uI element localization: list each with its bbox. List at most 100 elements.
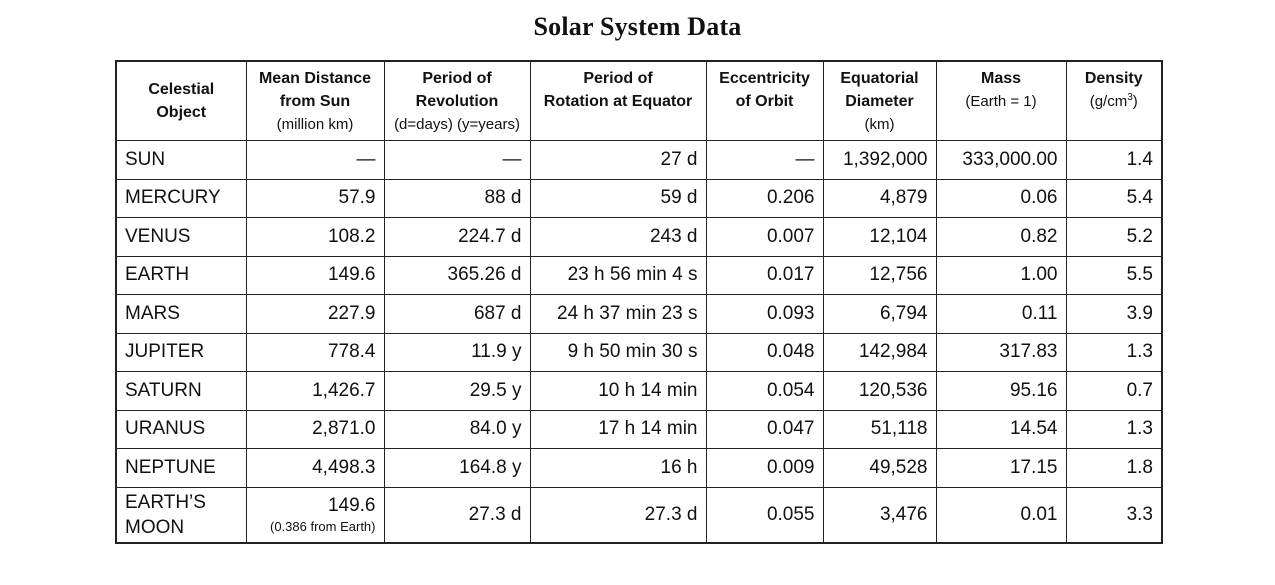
- cell-mass: 317.83: [935, 332, 1067, 372]
- cell-period-of-revolution: 687 d: [383, 294, 531, 334]
- cell-eccentricity: 0.047: [705, 409, 824, 449]
- cell-equatorial-diameter: 1,392,000: [822, 140, 937, 180]
- header-period-of-rotation: Period of Rotation at Equator: [529, 60, 707, 141]
- header-density: Density (g/cm3): [1065, 60, 1163, 141]
- cell-mean-distance: 227.9: [245, 294, 385, 334]
- cell-equatorial-diameter: 6,794: [822, 294, 937, 334]
- header-eccentricity: Eccentricity of Orbit: [705, 60, 824, 141]
- cell-density: 0.7: [1065, 371, 1163, 411]
- page-title: Solar System Data: [533, 12, 742, 41]
- cell-eccentricity: 0.206: [705, 178, 824, 218]
- cell-density: 3.9: [1065, 294, 1163, 334]
- cell-density: 5.4: [1065, 178, 1163, 218]
- cell-mass: 1.00: [935, 255, 1067, 295]
- cell-mean-distance: 778.4: [245, 332, 385, 372]
- table-row-earth: EARTH 149.6 365.26 d 23 h 56 min 4 s 0.017 12…: [115, 255, 1163, 295]
- cell-celestial-object: SUN: [115, 140, 247, 180]
- header-row: Celestial Object Mean Distance from Sun …: [115, 60, 1163, 141]
- cell-density: 5.2: [1065, 217, 1163, 257]
- table-row-uranus: URANUS 2,871.0 84.0 y 17 h 14 min 0.047 51,11…: [115, 409, 1163, 449]
- cell-eccentricity: 0.017: [705, 255, 824, 295]
- cell-period-of-rotation: 27 d: [529, 140, 707, 180]
- cell-celestial-object: URANUS: [115, 409, 247, 449]
- cell-equatorial-diameter: 3,476: [822, 486, 937, 543]
- cell-mean-distance: 1,426.7: [245, 371, 385, 411]
- cell-mass: 0.82: [935, 217, 1067, 257]
- cell-mass: 14.54: [935, 409, 1067, 449]
- cell-density: 5.5: [1065, 255, 1163, 295]
- cell-mean-distance: 108.2: [245, 217, 385, 257]
- cell-period-of-rotation: 59 d: [529, 178, 707, 218]
- table-row-venus: VENUS 108.2 224.7 d 243 d 0.007 12,104 0.82 5.2: [115, 217, 1163, 257]
- cell-period-of-rotation: 9 h 50 min 30 s: [529, 332, 707, 372]
- cell-mass: 0.06: [935, 178, 1067, 218]
- cell-celestial-object: JUPITER: [115, 332, 247, 372]
- cell-mass: 17.15: [935, 448, 1067, 488]
- table-row-earths-moon: EARTH’S MOON 149.6 (0.386 from Earth) 27…: [115, 486, 1163, 543]
- cell-period-of-rotation: 243 d: [529, 217, 707, 257]
- header-mean-distance: Mean Distance from Sun (million km): [245, 60, 385, 141]
- cell-celestial-object: EARTH: [115, 255, 247, 295]
- header-period-of-revolution: Period of Revolution (d=days) (y=years): [383, 60, 531, 141]
- cell-celestial-object: MERCURY: [115, 178, 247, 218]
- header-equatorial-diameter: Equatorial Diameter (km): [822, 60, 937, 141]
- cell-eccentricity: —: [705, 140, 824, 180]
- cell-equatorial-diameter: 12,756: [822, 255, 937, 295]
- cell-period-of-rotation: 24 h 37 min 23 s: [529, 294, 707, 334]
- table-row-sun: SUN — —27 d —1,392,000 333,000.00 1.4: [115, 140, 1163, 180]
- cell-eccentricity: 0.055: [705, 486, 824, 543]
- table-row-mercury: MERCURY 57.9 88 d 59 d 0.206 4,879 0.06 5.4: [115, 178, 1163, 218]
- cell-period-of-revolution: 88 d: [383, 178, 531, 218]
- cell-period-of-rotation: 16 h: [529, 448, 707, 488]
- table-row-neptune: NEPTUNE 4,498.3 164.8 y 16 h 0.009 49,528 17.1…: [115, 448, 1163, 488]
- cell-mass: 0.11: [935, 294, 1067, 334]
- cell-density: 1.3: [1065, 332, 1163, 372]
- cell-eccentricity: 0.007: [705, 217, 824, 257]
- cell-density: 3.3: [1065, 486, 1163, 543]
- cell-period-of-rotation: 10 h 14 min: [529, 371, 707, 411]
- cell-celestial-object: EARTH’S MOON: [115, 486, 247, 543]
- cell-equatorial-diameter: 142,984: [822, 332, 937, 372]
- cell-density: 1.3: [1065, 409, 1163, 449]
- cell-density: 1.4: [1065, 140, 1163, 180]
- cell-equatorial-diameter: 12,104: [822, 217, 937, 257]
- solar-system-table: Celestial Object Mean Distance from Sun …: [115, 60, 1163, 544]
- cell-eccentricity: 0.093: [705, 294, 824, 334]
- cell-mean-distance: —: [245, 140, 385, 180]
- cell-period-of-revolution: —: [383, 140, 531, 180]
- cell-equatorial-diameter: 51,118: [822, 409, 937, 449]
- header-celestial-object: Celestial Object: [115, 60, 247, 141]
- table-row-mars: MARS 227.9 687 d 24 h 37 min 23 s 0.093 6,794…: [115, 294, 1163, 334]
- cell-celestial-object: VENUS: [115, 217, 247, 257]
- cell-mean-distance: 149.6 (0.386 from Earth): [245, 486, 385, 543]
- table-row-saturn: SATURN 1,426.7 29.5 y 10 h 14 min 0.054 120,5…: [115, 371, 1163, 411]
- cell-equatorial-diameter: 4,879: [822, 178, 937, 218]
- cell-period-of-revolution: 224.7 d: [383, 217, 531, 257]
- cell-mass: 95.16: [935, 371, 1067, 411]
- cell-period-of-revolution: 27.3 d: [383, 486, 531, 543]
- cell-celestial-object: NEPTUNE: [115, 448, 247, 488]
- header-mass: Mass (Earth = 1): [935, 60, 1067, 141]
- cell-period-of-revolution: 11.9 y: [383, 332, 531, 372]
- cell-equatorial-diameter: 120,536: [822, 371, 937, 411]
- cell-period-of-rotation: 27.3 d: [529, 486, 707, 543]
- cell-mean-distance: 57.9: [245, 178, 385, 218]
- cell-celestial-object: MARS: [115, 294, 247, 334]
- cell-eccentricity: 0.048: [705, 332, 824, 372]
- cell-density: 1.8: [1065, 448, 1163, 488]
- cell-period-of-rotation: 17 h 14 min: [529, 409, 707, 449]
- cell-period-of-revolution: 29.5 y: [383, 371, 531, 411]
- cell-eccentricity: 0.009: [705, 448, 824, 488]
- cell-equatorial-diameter: 49,528: [822, 448, 937, 488]
- cell-period-of-revolution: 84.0 y: [383, 409, 531, 449]
- cell-period-of-revolution: 365.26 d: [383, 255, 531, 295]
- cell-eccentricity: 0.054: [705, 371, 824, 411]
- cell-celestial-object: SATURN: [115, 371, 247, 411]
- cell-mean-distance: 4,498.3: [245, 448, 385, 488]
- cell-period-of-revolution: 164.8 y: [383, 448, 531, 488]
- cell-mean-distance: 149.6: [245, 255, 385, 295]
- cell-mass: 333,000.00: [935, 140, 1067, 180]
- cell-mean-distance: 2,871.0: [245, 409, 385, 449]
- cell-mass: 0.01: [935, 486, 1067, 543]
